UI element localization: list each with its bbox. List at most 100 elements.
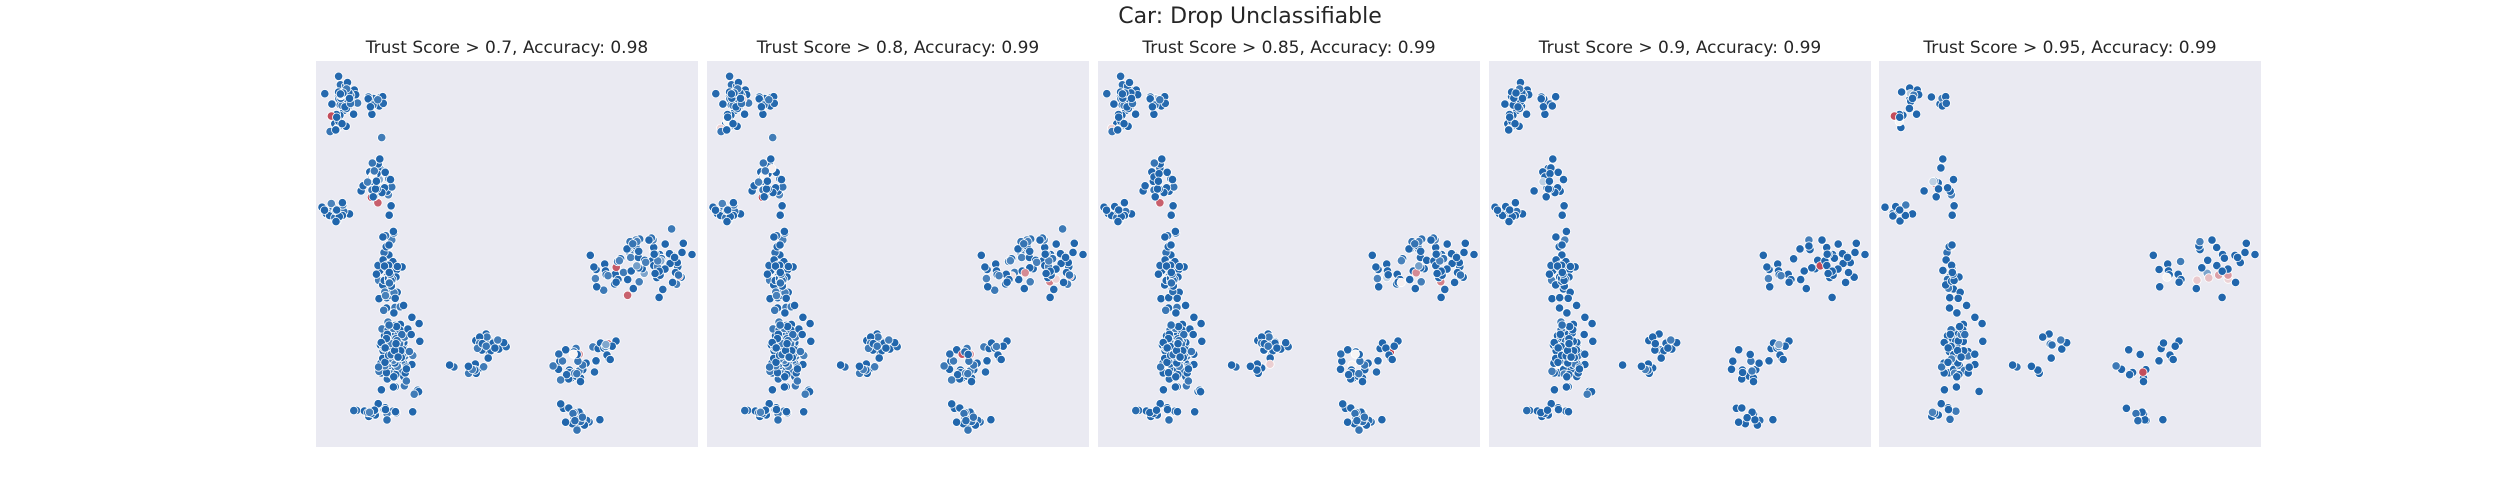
scatter-point: [1263, 341, 1273, 351]
scatter-point: [1738, 367, 1748, 378]
scatter-point: [1547, 366, 1557, 376]
scatter-point: [1941, 255, 1951, 265]
scatter-point: [548, 361, 558, 371]
scatter-point: [1150, 192, 1160, 202]
scatter-point: [479, 362, 489, 372]
scatter-point: [947, 375, 957, 385]
scatter-point: [677, 247, 687, 257]
scatter-point: [1352, 416, 1362, 426]
scatter-point: [805, 318, 815, 329]
scatter-point: [384, 210, 394, 220]
scatter-point: [782, 339, 792, 349]
scatter-point: [1977, 318, 1987, 329]
scatter-point: [589, 262, 599, 272]
scatter-point: [1116, 71, 1126, 81]
scatter-point: [687, 249, 697, 260]
scatter-point: [628, 284, 638, 294]
scatter-point: [1762, 262, 1772, 272]
scatter-point: [1817, 235, 1827, 245]
scatter-point: [1936, 362, 1947, 372]
scatter-point: [781, 407, 792, 417]
scatter-point: [650, 268, 660, 279]
scatter-point: [2111, 361, 2121, 371]
scatter-point: [2046, 353, 2056, 363]
scatter-point: [1174, 261, 1185, 272]
scatter-point: [764, 95, 774, 105]
scatter-point: [319, 205, 330, 215]
scatter-point: [364, 407, 375, 417]
scatter-point: [792, 364, 803, 374]
scatter-point: [1953, 293, 1963, 303]
scatter-point: [1734, 345, 1744, 355]
scatter-point: [385, 175, 396, 185]
scatter-point: [1196, 387, 1206, 397]
scatter-point: [665, 258, 675, 269]
scatter-point: [481, 341, 491, 351]
scatter-point: [2038, 332, 2048, 342]
scatter-point: [1019, 284, 1029, 294]
scatter-point: [770, 261, 781, 271]
scatter-point: [1109, 99, 1119, 109]
scatter-point: [1172, 407, 1183, 417]
scatter-point: [1938, 265, 1948, 275]
scatter-point: [493, 335, 503, 345]
plot-area: [1879, 61, 2261, 447]
scatter-point: [1513, 102, 1523, 112]
scatter-point: [881, 343, 891, 353]
scatter-point: [1549, 385, 1560, 395]
scatter-point: [1763, 274, 1773, 284]
scatter-point: [735, 93, 746, 104]
scatter-point: [722, 217, 732, 227]
scatter-plot: [1099, 71, 1479, 435]
scatter-point: [376, 385, 387, 395]
scatter-point: [717, 199, 727, 209]
scatter-point: [601, 339, 611, 350]
scatter-point: [2158, 415, 2168, 425]
scatter-point: [1840, 277, 1851, 287]
scatter-point: [2158, 338, 2169, 348]
scatter-point: [1936, 163, 1946, 173]
scatter-point: [1167, 175, 1178, 185]
scatter-point: [2230, 277, 2241, 287]
scatter-point: [365, 102, 376, 112]
scatter-point: [1179, 329, 1189, 340]
scatter-point: [780, 308, 790, 318]
scatter-point: [644, 235, 654, 245]
scatter-point: [755, 407, 766, 417]
scatter-point: [1166, 210, 1176, 220]
scatter-point: [1919, 186, 1929, 196]
scatter-point: [1754, 358, 1764, 368]
scatter-point: [368, 192, 378, 202]
scatter-point: [445, 360, 455, 370]
scatter-point: [673, 270, 684, 280]
scatter-point: [1742, 413, 1752, 423]
scatter-point: [1426, 235, 1436, 245]
scatter-point: [641, 257, 651, 267]
scatter-point: [1196, 318, 1206, 329]
scatter-point: [1060, 252, 1071, 262]
scatter-point: [1160, 232, 1170, 242]
scatter-plot: [317, 71, 697, 435]
scatter-point: [348, 109, 359, 119]
scatter-point: [1580, 312, 1590, 322]
scatter-point: [1778, 354, 1788, 365]
scatter-point: [1431, 249, 1441, 259]
scatter-point: [572, 369, 582, 379]
scatter-point: [490, 343, 500, 353]
scatter-point: [1931, 192, 1941, 202]
scatter-point: [1114, 205, 1124, 215]
scatter-point: [1183, 364, 1194, 374]
scatter-point: [1572, 300, 1582, 310]
scatter-point: [766, 154, 776, 164]
scatter-point: [762, 176, 773, 186]
scatter-point: [1564, 339, 1574, 349]
scatter-point: [335, 89, 346, 99]
scatter-point: [384, 320, 394, 330]
scatter-point: [797, 329, 807, 340]
scatter-point: [1758, 250, 1768, 260]
scatter-point: [382, 415, 392, 425]
scatter-point: [1511, 88, 1521, 98]
scatter-point: [781, 293, 791, 303]
plot-area: [316, 61, 698, 447]
scatter-point: [725, 71, 735, 81]
